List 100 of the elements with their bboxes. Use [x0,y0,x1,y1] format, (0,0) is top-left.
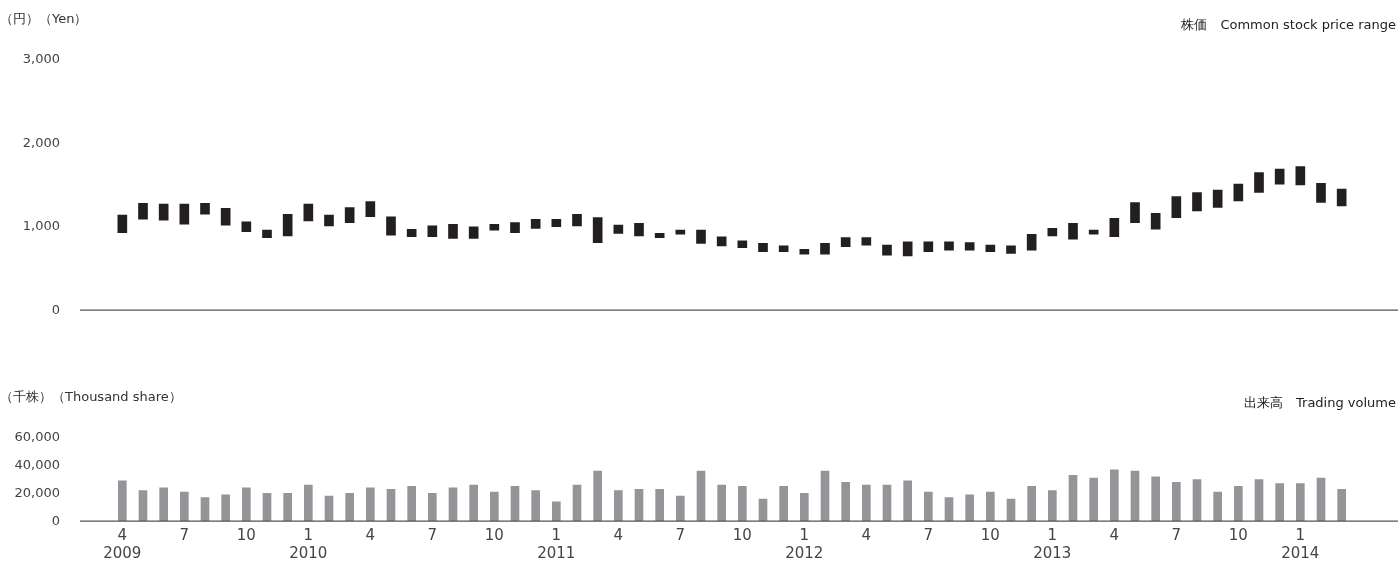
bar [1275,483,1284,522]
bar [1336,188,1347,207]
chart-title: 株価 Common stock price range [1181,16,1396,34]
bar [1110,469,1119,522]
bar [117,214,128,233]
bar [551,218,562,228]
bar [1047,228,1058,237]
bar [241,221,252,233]
bar [717,484,726,522]
x-tick-label: 10 [980,526,1000,545]
x-tick-label: 1 2014 [1281,526,1320,563]
bar [696,470,706,522]
bar [572,484,582,522]
bar [1130,202,1140,223]
bar [180,491,189,522]
bar [902,241,913,257]
x-tick-label: 1 2011 [537,526,576,563]
bar [1068,475,1078,522]
bar [758,498,768,522]
bar [365,201,376,218]
bar [345,493,354,522]
bar [531,490,540,522]
bar [593,470,602,522]
bar [406,228,417,238]
bar [716,236,727,247]
bar [614,490,623,522]
bar [1088,229,1099,235]
x-tick-label: 7 [923,526,934,545]
bar [510,486,520,522]
x-tick-label: 4 2009 [103,526,142,563]
x-tick-label: 7 [675,526,686,545]
bar [242,487,251,522]
x-tick-label: 7 [427,526,438,545]
y-tick-label: 3,000 [22,51,60,67]
bar [1006,245,1016,254]
bar [800,493,809,522]
bar [220,208,231,226]
bar [882,244,892,256]
bar [138,490,148,522]
bar [1130,470,1140,522]
bar [282,213,293,237]
bar [138,203,148,220]
bar [1171,196,1182,218]
bar [200,497,210,522]
bar [1027,486,1036,522]
x-tick-label: 7 [179,526,190,545]
y-tick-label: 60,000 [14,429,60,445]
y-tick-label: 20,000 [14,484,60,500]
bar [1109,218,1120,238]
bar [448,487,458,522]
bar [654,233,665,238]
y-axis-title: （円）（Yen） [0,10,88,28]
bar [344,207,355,223]
x-tick-label: 10 [484,526,504,545]
bar [1151,476,1160,522]
x-tick-label: 1 2012 [785,526,824,563]
bar [304,484,313,522]
bar [469,484,478,522]
bar [1068,223,1078,240]
y-axis-title: （千株）（Thousand share） [0,388,182,406]
y-tick-label: 40,000 [14,456,60,472]
bar [944,241,954,251]
bar [923,241,934,253]
x-tick-label: 10 [732,526,752,545]
bar [1234,486,1243,522]
chart-title: 出来高 Trading volume [1244,394,1396,412]
y-tick-label: 0 [51,301,60,317]
bar [820,243,830,255]
bar [490,491,499,522]
bar [552,501,561,522]
x-tick-label: 1 2010 [289,526,328,563]
bar [118,480,127,522]
bar [1295,166,1306,186]
x-tick-label: 4 [861,526,872,545]
bar [262,229,272,238]
bar [221,494,230,522]
bar [655,488,664,522]
x-tick-label: 4 [365,526,376,545]
bar [799,248,810,255]
bar [820,470,830,522]
bar [840,237,851,248]
bar [1337,488,1346,522]
bar [283,493,292,522]
bar [592,217,603,243]
bar [1048,490,1057,522]
bar [1006,498,1016,522]
bar [861,237,872,246]
bar [386,488,396,522]
x-tick-label: 1 2013 [1033,526,1072,563]
bar [386,216,396,236]
x-tick-label: 4 [1109,526,1120,545]
bar [1213,491,1222,522]
bar [903,480,912,522]
bar [676,495,685,522]
bar [1192,479,1202,522]
bar [965,494,974,522]
bar [407,486,416,522]
bar [1192,192,1202,212]
bar [1233,183,1244,202]
y-tick-label: 1,000 [22,218,60,234]
